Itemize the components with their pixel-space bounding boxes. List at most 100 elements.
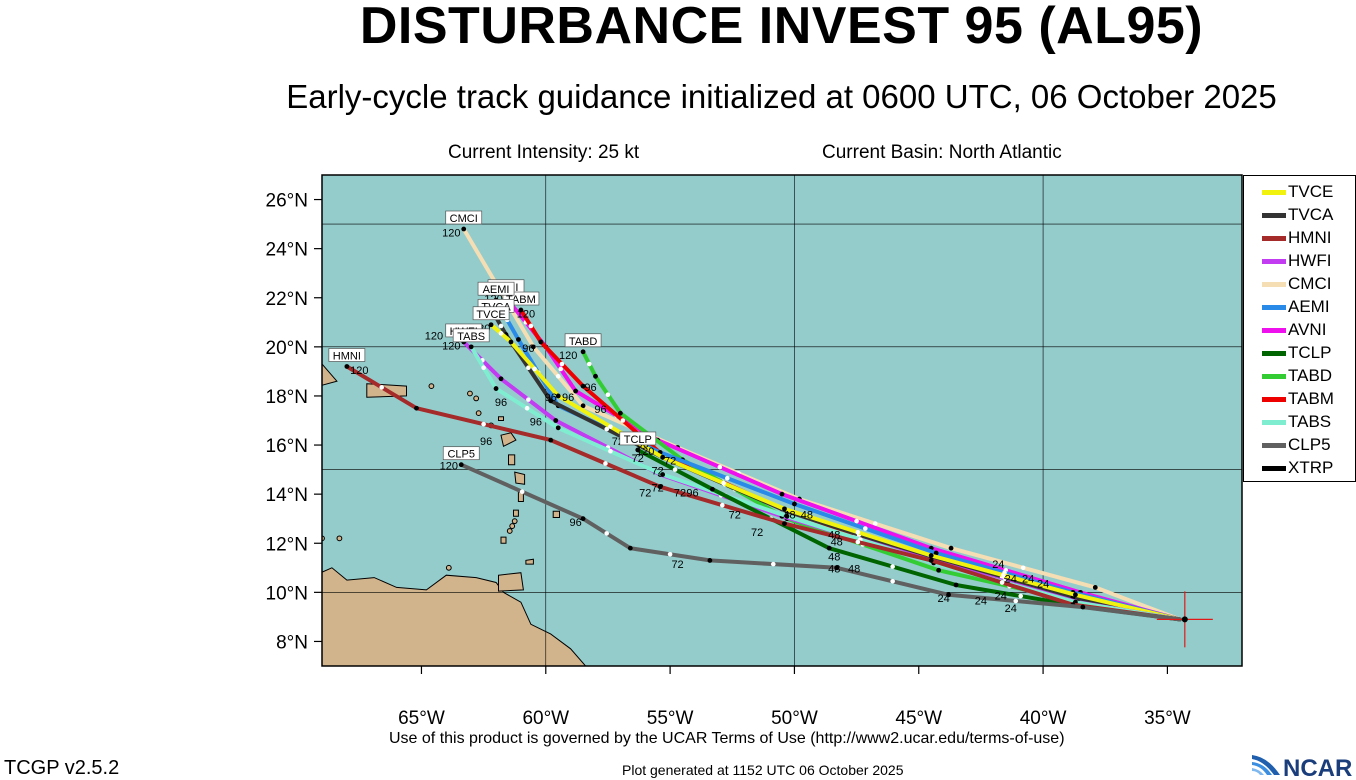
track-point-12h <box>604 531 610 536</box>
legend-item-tabd: TABD <box>1244 365 1356 388</box>
forecast-hour-label: 120 <box>559 350 577 362</box>
track-point-24h <box>784 513 790 519</box>
lat-tick-label: 24°N <box>266 240 308 261</box>
track-point-12h <box>1018 593 1024 599</box>
forecast-hour-label: 24 <box>1022 574 1034 586</box>
track-point-12h <box>558 366 564 372</box>
track-point-24h <box>617 410 623 416</box>
forecast-hour-label: 120 <box>350 365 368 377</box>
track-point-24h <box>414 405 419 411</box>
lat-tick-label: 14°N <box>266 485 308 506</box>
model-label-box <box>477 281 515 296</box>
track-point-12h <box>608 448 613 454</box>
forecast-hour-label: 96 <box>530 416 542 428</box>
trinidad-island <box>498 572 524 592</box>
small-island <box>473 395 480 402</box>
track-point-24h <box>488 322 494 328</box>
forecast-hour-label: 120 <box>442 227 460 239</box>
track-point-24h <box>946 592 951 598</box>
lat-tick-label: 12°N <box>266 534 308 555</box>
model-label-box <box>619 431 657 446</box>
small-island <box>445 564 452 571</box>
ncar-logo-text: NCAR <box>1283 755 1352 779</box>
version-label: TCGP v2.5.2 <box>4 757 120 779</box>
legend-item-aemi: AEMI <box>1244 296 1356 319</box>
track-point-24h <box>953 582 959 588</box>
model-label-box <box>445 210 483 225</box>
forecast-hour-label: 72 <box>664 456 676 468</box>
forecast-hour-label: 96 <box>562 392 574 404</box>
track-point-24h <box>580 349 586 355</box>
legend-label: CLP5 <box>1288 435 1331 454</box>
track-point-12h <box>720 502 725 508</box>
forecast-hour-label: 120 <box>517 308 535 320</box>
track-point-24h <box>555 425 561 431</box>
track-point-24h <box>660 472 666 477</box>
track-point-12h <box>528 323 534 329</box>
forecast-hour-label: 96 <box>480 436 492 448</box>
model-label-aemi: AEMI <box>483 284 510 296</box>
forecast-hour-label: 48 <box>801 510 813 522</box>
legend-swatch <box>1262 351 1286 356</box>
small-island <box>506 528 513 534</box>
forecast-hour-label: 96 <box>545 392 557 404</box>
legend-swatch <box>1262 305 1286 310</box>
lat-tick-label: 18°N <box>266 387 308 408</box>
track-point-24h <box>834 565 840 571</box>
forecast-hour-label: 96 <box>495 397 507 409</box>
track-point-12h <box>724 475 730 481</box>
legend-swatch <box>1262 282 1286 287</box>
legend-item-tclp: TCLP <box>1244 342 1356 365</box>
track-point-12h <box>519 489 525 494</box>
track-point-12h <box>667 551 673 557</box>
legend-swatch <box>1262 236 1286 241</box>
track-point-12h <box>770 561 776 567</box>
legend-item-tabs: TABS <box>1244 411 1356 434</box>
track-point-24h <box>493 386 499 391</box>
lon-tick-label: 40°W <box>1020 708 1067 729</box>
track-point-24h <box>555 393 561 399</box>
guadeloupe-island <box>500 432 517 448</box>
track-point-24h <box>826 545 832 551</box>
track-point-24h <box>709 486 715 492</box>
model-label-tabd: TABD <box>569 336 598 348</box>
ncar-logo: NCAR <box>1252 755 1352 779</box>
model-label-box <box>442 446 480 461</box>
forecast-hour-label: 48 <box>831 537 843 549</box>
legend-label: TABM <box>1288 389 1334 408</box>
track-point-12h <box>498 331 504 336</box>
legend-item-tvce: TVCE <box>1244 181 1356 204</box>
track-point-24h <box>928 558 934 563</box>
model-label-box <box>472 306 510 321</box>
track-point-24h <box>627 545 633 551</box>
track-point-12h <box>862 526 868 531</box>
track-point-12h <box>604 426 610 432</box>
model-label-tabs: TABS <box>457 331 485 343</box>
track-point-24h <box>580 383 586 389</box>
map-frame <box>321 174 1243 667</box>
model-label-box <box>328 348 366 362</box>
forecast-hour-label: 120 <box>636 446 654 458</box>
forecast-hour-label: 24 <box>992 559 1004 571</box>
legend-label: AVNI <box>1288 320 1327 339</box>
legend-label: TVCA <box>1288 205 1334 224</box>
lon-tick-label: 35°W <box>1144 708 1191 729</box>
model-label-tclp: TCLP <box>624 434 652 446</box>
legend-label: TVCE <box>1288 182 1334 201</box>
track-point-24h <box>461 226 467 232</box>
lon-tick-label: 60°W <box>522 708 569 729</box>
legend-label: CMCI <box>1288 274 1332 293</box>
st-vincent-island <box>513 509 519 517</box>
track-point-24h <box>508 339 514 345</box>
track-point-12h <box>498 323 504 329</box>
track-point-12h <box>481 421 486 427</box>
forecast-hour-label: 96 <box>594 404 606 416</box>
forecast-hour-label: 72 <box>751 527 763 539</box>
lon-tick-label: 45°W <box>895 708 942 729</box>
model-legend: TVCE TVCA HMNI HWFI CMCI AEMI AVNI TCLP TABD TABM… <box>1243 175 1356 482</box>
small-island <box>336 535 343 542</box>
track-hmni <box>344 364 1182 622</box>
track-point-12h <box>608 424 613 429</box>
track-point-12h <box>855 529 861 535</box>
legend-item-clp5: CLP5 <box>1244 434 1356 457</box>
